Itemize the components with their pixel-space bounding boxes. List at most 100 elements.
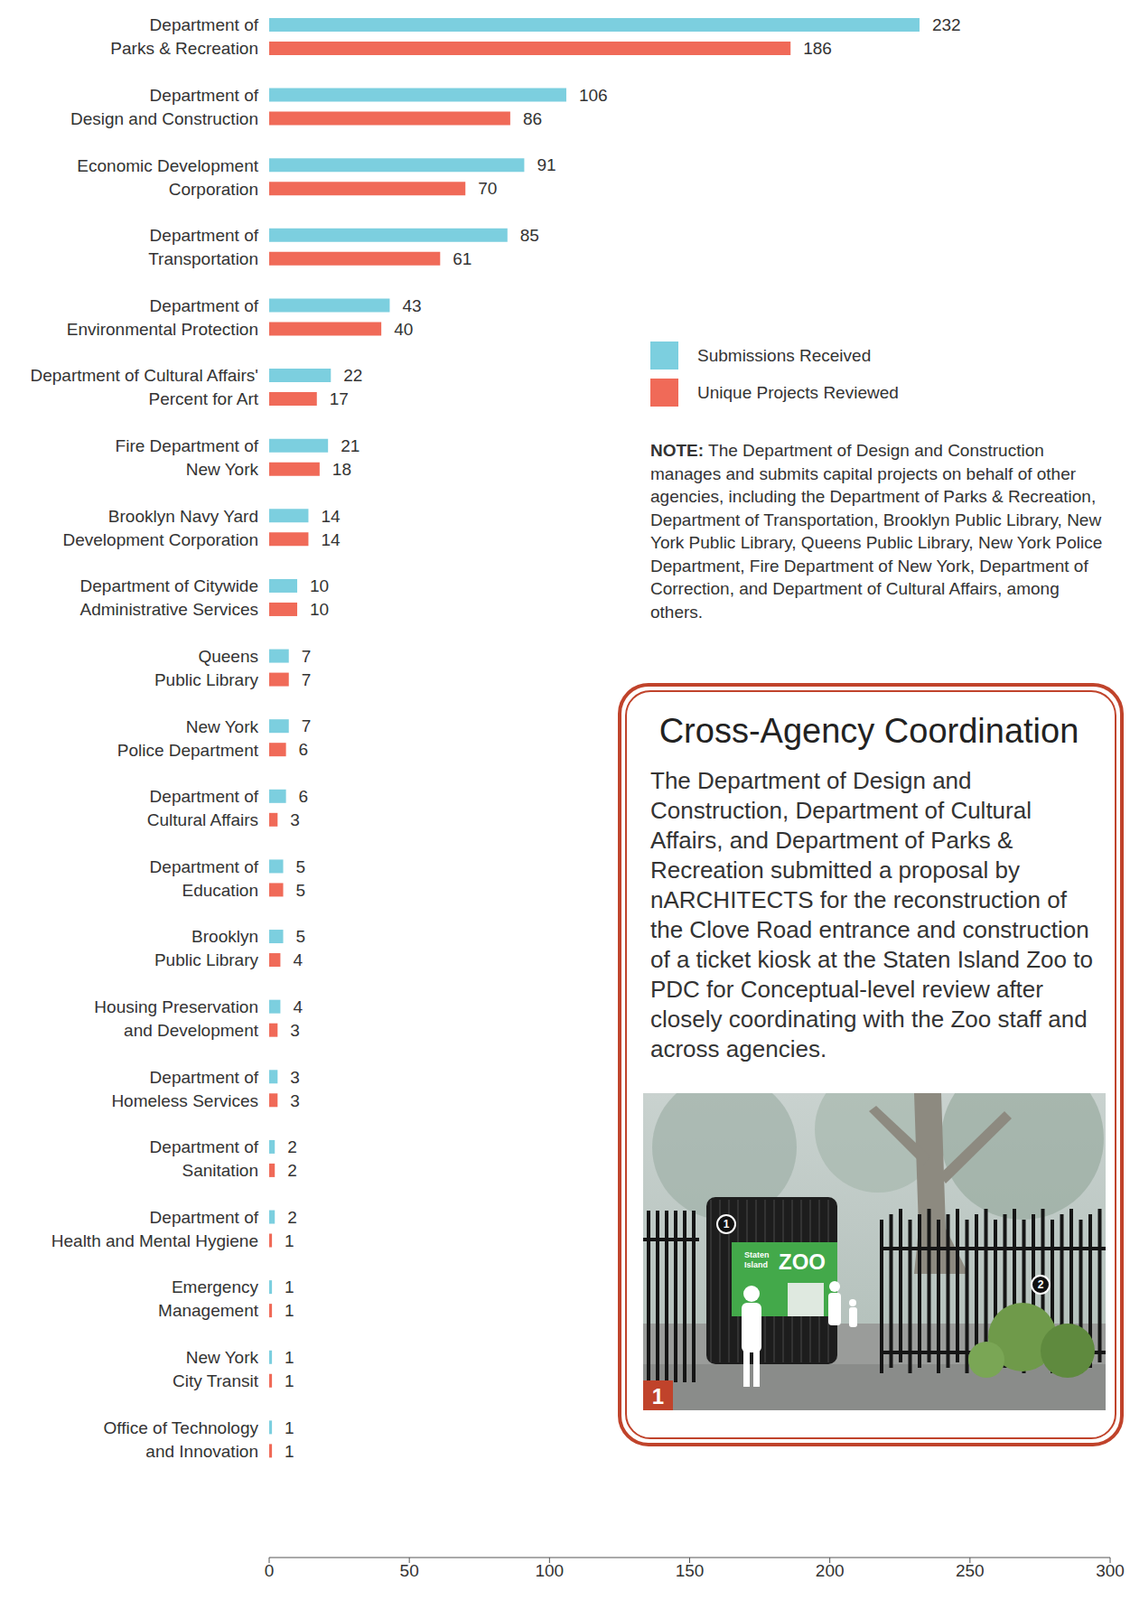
- svg-text:2: 2: [287, 1137, 298, 1157]
- svg-text:232: 232: [932, 15, 962, 35]
- svg-text:Police Department: Police Department: [117, 740, 260, 760]
- svg-text:4: 4: [292, 950, 303, 970]
- svg-text:5: 5: [296, 926, 307, 946]
- svg-text:Department of: Department of: [149, 786, 260, 806]
- svg-text:ZOO: ZOO: [778, 1249, 826, 1274]
- svg-text:61: 61: [452, 249, 472, 269]
- svg-text:and Development: and Development: [123, 1020, 260, 1040]
- svg-text:1: 1: [284, 1347, 295, 1367]
- svg-text:Administrative Services: Administrative Services: [80, 599, 259, 619]
- svg-text:1: 1: [284, 1371, 295, 1391]
- svg-text:7: 7: [301, 670, 312, 690]
- svg-text:10: 10: [309, 599, 329, 619]
- svg-text:Design and Construction: Design and Construction: [70, 109, 259, 129]
- svg-text:Percent for Art: Percent for Art: [149, 389, 260, 409]
- svg-text:New York: New York: [186, 459, 260, 479]
- svg-text:91: 91: [536, 155, 556, 175]
- svg-text:Corporation: Corporation: [168, 179, 259, 199]
- svg-text:186: 186: [803, 38, 832, 58]
- svg-text:5: 5: [296, 857, 307, 877]
- svg-text:7: 7: [301, 716, 312, 736]
- svg-text:14: 14: [320, 506, 341, 526]
- svg-text:Housing Preservation: Housing Preservation: [93, 997, 259, 1017]
- svg-text:3: 3: [289, 1020, 300, 1040]
- svg-text:7: 7: [301, 646, 312, 666]
- svg-text:Department of Citywide: Department of Citywide: [80, 576, 259, 596]
- svg-text:New York: New York: [186, 717, 260, 737]
- svg-text:and Innovation: and Innovation: [145, 1441, 259, 1461]
- svg-text:18: 18: [332, 459, 352, 479]
- svg-text:40: 40: [393, 319, 413, 339]
- svg-text:Sanitation: Sanitation: [181, 1160, 259, 1180]
- svg-text:Brooklyn Navy Yard: Brooklyn Navy Yard: [108, 506, 259, 526]
- svg-text:100: 100: [534, 1560, 564, 1580]
- svg-text:70: 70: [477, 178, 497, 198]
- svg-text:Health and Mental Hygiene: Health and Mental Hygiene: [51, 1231, 259, 1251]
- svg-text:Fire Department of: Fire Department of: [115, 436, 260, 456]
- svg-text:Development Corporation: Development Corporation: [62, 530, 259, 550]
- svg-text:Public Library: Public Library: [154, 670, 260, 690]
- svg-text:4: 4: [292, 997, 303, 1017]
- svg-text:Department of: Department of: [149, 296, 260, 316]
- svg-text:Department of: Department of: [149, 85, 260, 105]
- svg-text:21: 21: [340, 436, 360, 456]
- svg-text:106: 106: [579, 85, 608, 105]
- svg-text:150: 150: [675, 1560, 705, 1580]
- svg-text:3: 3: [289, 810, 300, 830]
- svg-text:Management: Management: [158, 1300, 260, 1320]
- svg-text:Emergency: Emergency: [171, 1277, 260, 1297]
- html-text:Cross-Agency Coordination: Cross-Agency Coordination: [659, 711, 1079, 750]
- svg-text:1: 1: [284, 1277, 295, 1297]
- svg-text:86: 86: [522, 109, 542, 129]
- html-text:The Department of Design and C: The Department of Design and Constructio…: [650, 766, 1093, 1063]
- svg-text:Department of: Department of: [149, 1137, 260, 1157]
- svg-text:Department of: Department of: [149, 1207, 260, 1227]
- svg-text:Department of: Department of: [149, 857, 260, 877]
- svg-text:Queens: Queens: [197, 646, 259, 666]
- svg-text:Economic Development: Economic Development: [76, 156, 259, 176]
- svg-text:Parks & Recreation: Parks & Recreation: [110, 38, 259, 58]
- svg-text:0: 0: [264, 1560, 275, 1580]
- svg-text:Island: Island: [744, 1260, 768, 1270]
- svg-text:1: 1: [284, 1300, 295, 1320]
- svg-text:1: 1: [652, 1383, 664, 1409]
- svg-text:3: 3: [289, 1091, 300, 1111]
- svg-text:Department of: Department of: [149, 225, 260, 245]
- svg-text:17: 17: [329, 389, 349, 409]
- svg-text:1: 1: [284, 1441, 295, 1461]
- svg-text:1: 1: [723, 1217, 730, 1231]
- svg-text:Public Library: Public Library: [154, 950, 260, 970]
- svg-text:Education: Education: [181, 880, 259, 900]
- svg-text:14: 14: [320, 530, 341, 550]
- svg-text:Homeless Services: Homeless Services: [111, 1091, 259, 1111]
- svg-text:10: 10: [309, 576, 329, 596]
- svg-text:Staten: Staten: [744, 1250, 770, 1260]
- svg-text:250: 250: [955, 1560, 985, 1580]
- svg-text:6: 6: [298, 786, 309, 806]
- svg-text:Transportation: Transportation: [148, 249, 259, 269]
- svg-text:New York: New York: [186, 1347, 260, 1367]
- svg-text:Cultural Affairs: Cultural Affairs: [147, 810, 259, 830]
- svg-text:43: 43: [401, 296, 421, 316]
- svg-text:2: 2: [287, 1207, 298, 1227]
- svg-text:300: 300: [1095, 1560, 1125, 1580]
- svg-text:2: 2: [1037, 1278, 1045, 1291]
- html-text:NOTE: The Department of Design: NOTE: The Department of Design and Const…: [650, 440, 1103, 622]
- svg-text:1: 1: [284, 1231, 295, 1251]
- svg-text:Department of: Department of: [149, 1067, 260, 1087]
- svg-text:200: 200: [815, 1560, 845, 1580]
- svg-text:Office of Technology: Office of Technology: [103, 1418, 260, 1438]
- svg-text:1: 1: [284, 1418, 295, 1438]
- svg-text:6: 6: [298, 739, 309, 759]
- svg-text:5: 5: [296, 880, 307, 900]
- svg-text:Department of: Department of: [149, 15, 260, 35]
- svg-text:3: 3: [289, 1067, 300, 1087]
- svg-text:2: 2: [287, 1160, 298, 1180]
- svg-text:City Transit: City Transit: [172, 1371, 260, 1391]
- svg-text:85: 85: [520, 225, 540, 245]
- svg-text:22: 22: [343, 365, 363, 385]
- svg-text:Environmental Protection: Environmental Protection: [66, 319, 259, 339]
- svg-text:50: 50: [400, 1560, 420, 1580]
- svg-text:Brooklyn: Brooklyn: [191, 926, 259, 946]
- svg-text:Department of Cultural Affairs: Department of Cultural Affairs': [29, 365, 259, 385]
